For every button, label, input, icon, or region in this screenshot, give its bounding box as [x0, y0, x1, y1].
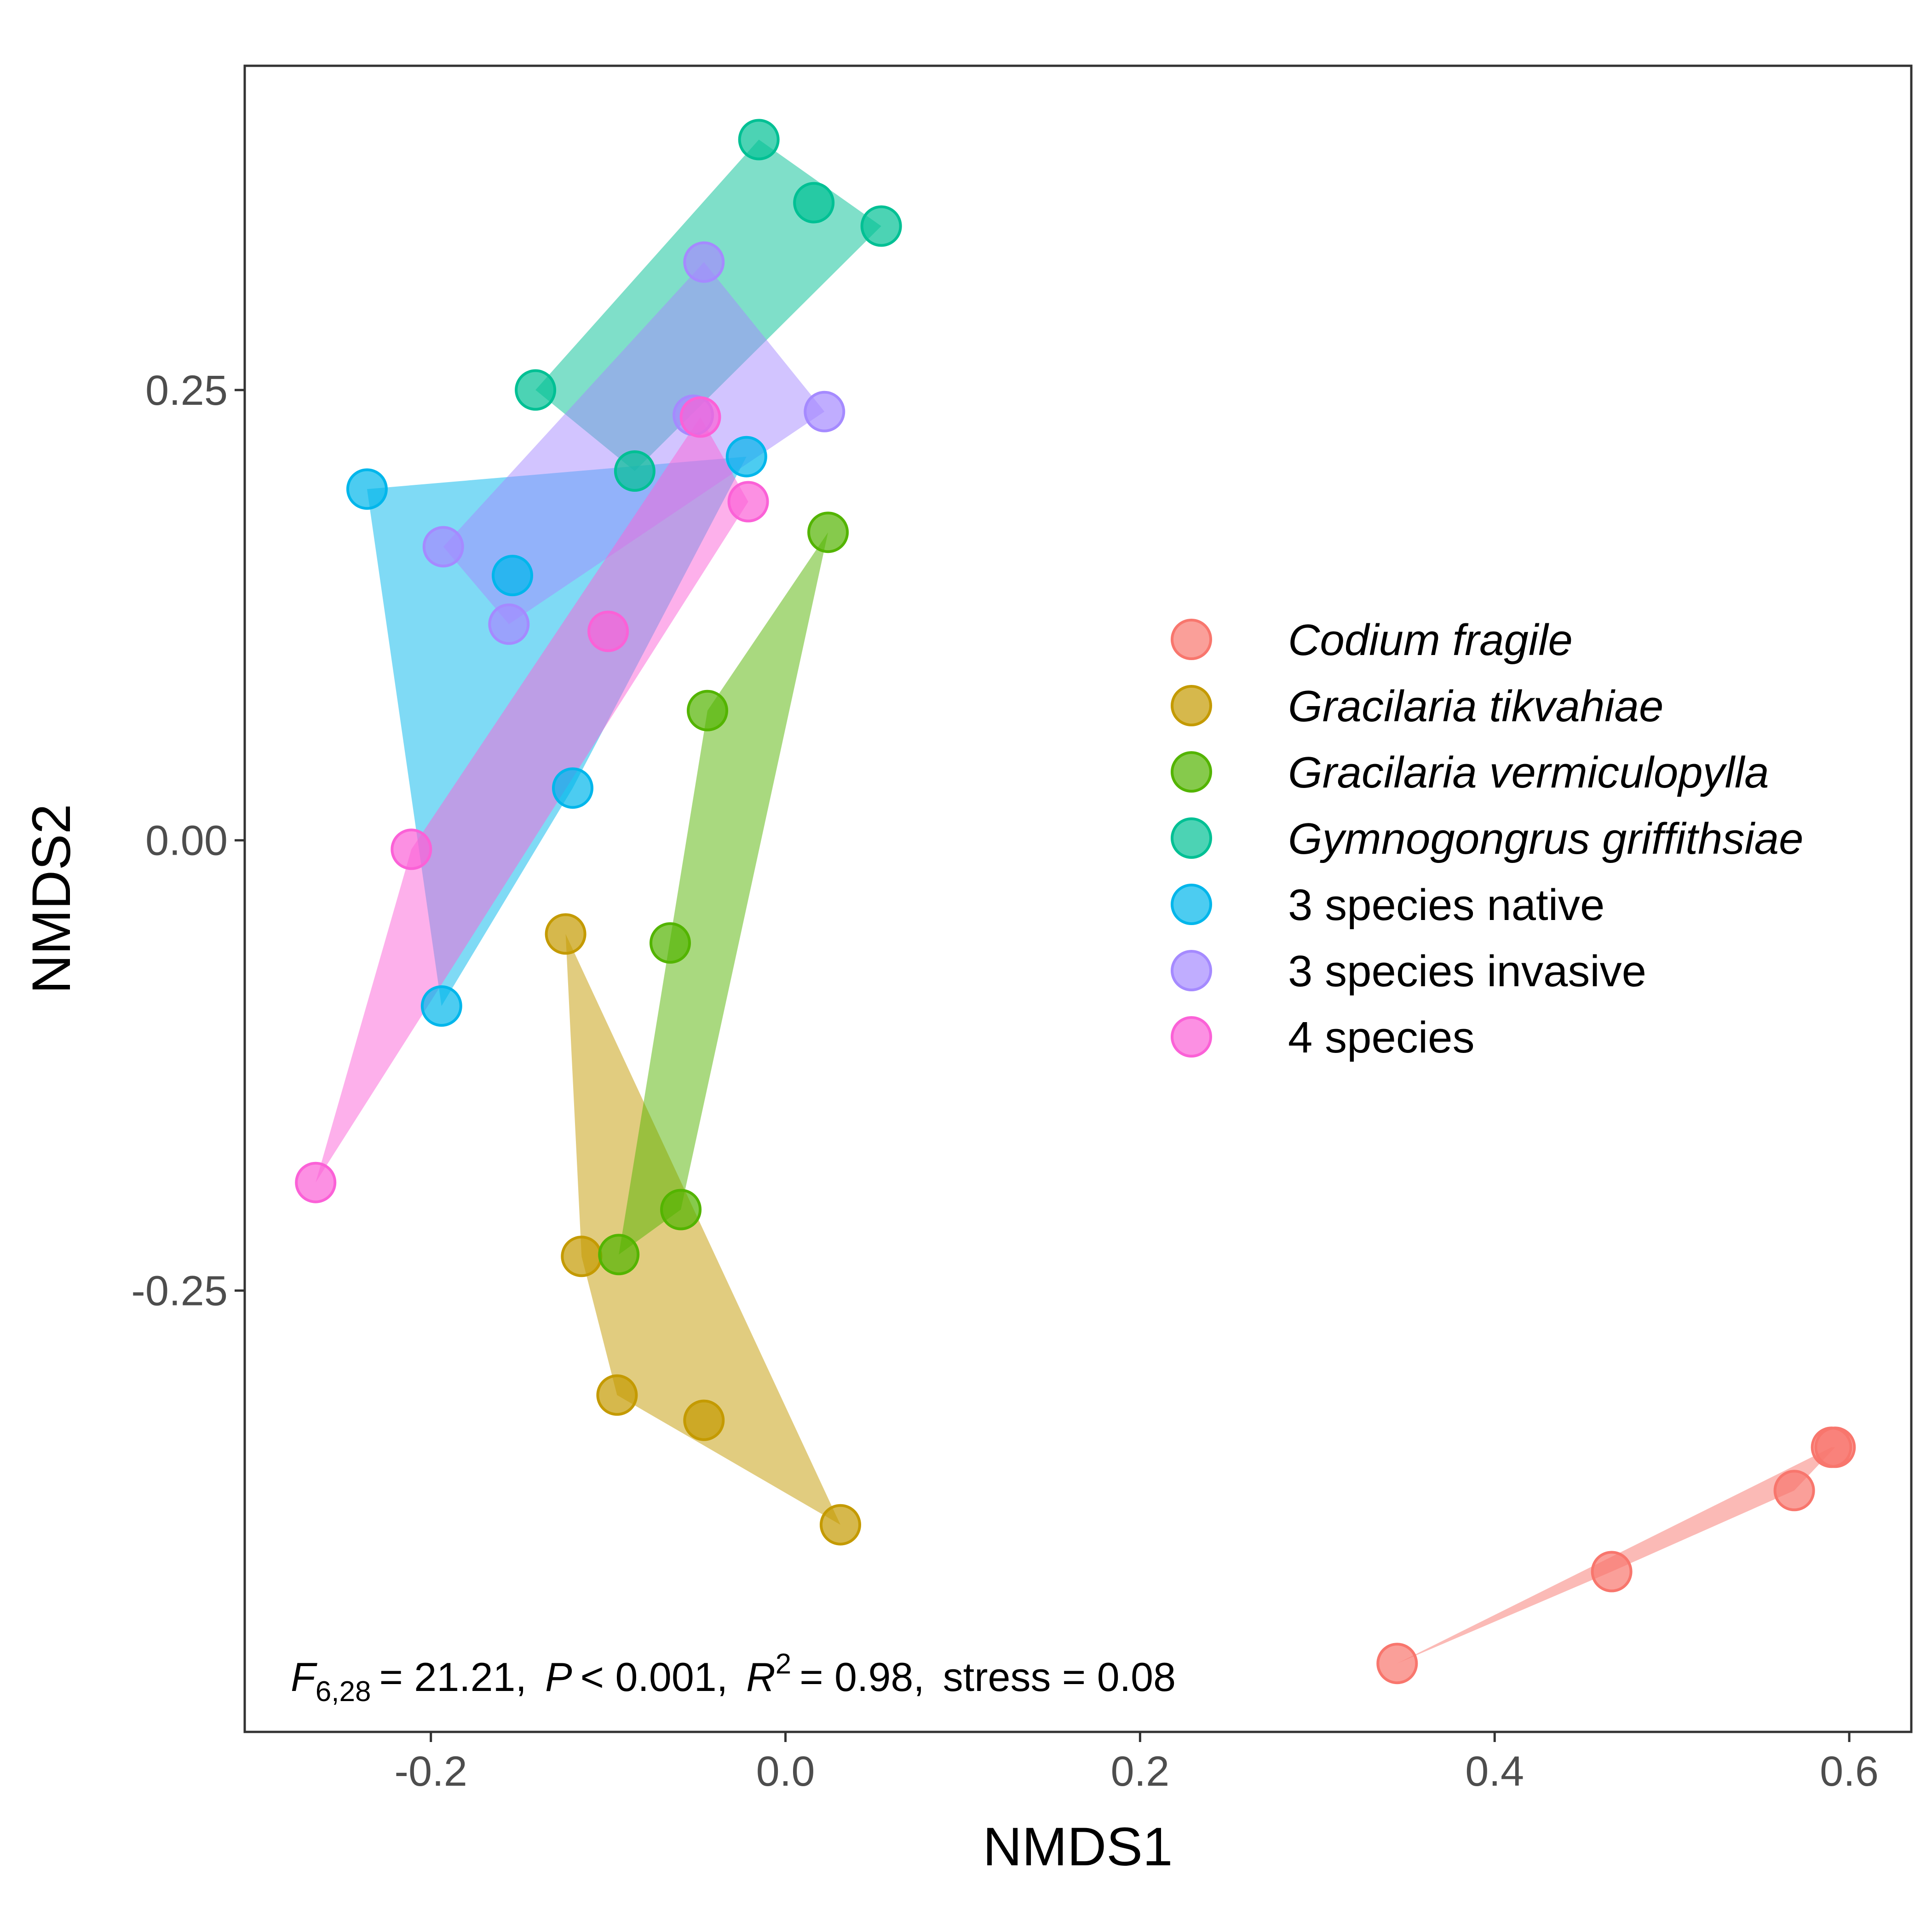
point-gymnogongrus-griffithsiae-3 — [860, 205, 902, 247]
point-gracilaria-vermiculopylla-5 — [598, 1234, 640, 1276]
point-codium-fragile-2 — [1591, 1551, 1633, 1593]
r-symbol: R — [746, 1654, 776, 1700]
legend-label-codium-fragile: Codium fragile — [1288, 615, 1573, 665]
x-tick-label: 0.4 — [1465, 1748, 1524, 1795]
hull-4-species — [316, 417, 748, 1183]
point-gracilaria-vermiculopylla-1 — [807, 512, 849, 553]
legend-label-gracilaria-tikvahiae: Gracilaria tikvahiae — [1288, 682, 1663, 731]
y-axis-title: NMDS2 — [21, 804, 82, 994]
x-tick-label: 0.2 — [1110, 1748, 1169, 1795]
point-gracilaria-vermiculopylla-3 — [650, 922, 691, 964]
legend-label-gracilaria-vermiculopylla: Gracilaria vermiculopylla — [1288, 748, 1769, 797]
point-gracilaria-tikvahiae-3 — [596, 1374, 638, 1416]
x-tick-label: 0.6 — [1820, 1748, 1879, 1795]
legend-label-3-species-invasive: 3 species invasive — [1288, 947, 1646, 996]
x-tick-label: -0.2 — [394, 1748, 467, 1795]
point-4-species-2 — [727, 481, 769, 523]
hull-layer — [316, 139, 1835, 1664]
point-gymnogongrus-griffithsiae-4 — [515, 369, 557, 411]
point-3-species-native-1 — [346, 468, 388, 510]
stress-value: stress = 0.08 — [943, 1654, 1176, 1700]
point-layer — [295, 119, 1856, 1685]
point-3-species-invasive-5 — [488, 603, 530, 645]
point-3-species-native-5 — [725, 436, 767, 477]
legend-key-3-species-native — [1171, 884, 1212, 925]
plot-panel-border — [243, 64, 1913, 1733]
axis-layer: -0.2 0.0 0.2 0.4 0.6 -0.25 0.00 0.25 — [131, 367, 1879, 1795]
y-tick-label: -0.25 — [131, 1268, 228, 1315]
point-codium-fragile-5 — [1814, 1426, 1856, 1468]
legend-label-gymnogongrus-griffithsiae: Gymnogongrus griffithsiae — [1288, 814, 1804, 863]
f-symbol: F — [291, 1654, 317, 1700]
point-3-species-invasive-4 — [422, 526, 464, 568]
legend-key-3-species-invasive — [1171, 950, 1212, 991]
point-3-species-native-4 — [420, 985, 462, 1027]
point-4-species-3 — [587, 610, 629, 652]
r-exponent: 2 — [776, 1648, 791, 1680]
point-gracilaria-tikvahiae-4 — [683, 1399, 725, 1441]
point-4-species-4 — [391, 828, 432, 870]
point-gymnogongrus-griffithsiae-2 — [793, 182, 835, 224]
legend-key-4-species — [1171, 1016, 1212, 1058]
point-codium-fragile-1 — [1376, 1643, 1418, 1685]
p-value: < 0.001, — [581, 1654, 728, 1700]
point-gracilaria-vermiculopylla-4 — [660, 1189, 702, 1230]
legend: Codium fragile Gracilaria tikvahiae Gracil… — [1171, 615, 1804, 1062]
stats-annotation: F6,28 = 21.21, P < 0.001, R2 = 0.98, stress = … — [291, 1648, 1176, 1708]
point-gracilaria-vermiculopylla-2 — [687, 690, 728, 731]
f-df: 6,28 — [316, 1676, 371, 1708]
legend-key-gracilaria-tikvahiae — [1171, 685, 1212, 726]
legend-key-gracilaria-vermiculopylla — [1171, 751, 1212, 793]
r-value: = 0.98, — [799, 1654, 925, 1700]
point-4-species-1 — [679, 396, 721, 438]
point-gracilaria-tikvahiae-1 — [545, 913, 586, 955]
point-codium-fragile-3 — [1773, 1470, 1815, 1512]
f-value: = 21.21, — [379, 1654, 527, 1700]
p-symbol: P — [545, 1654, 572, 1700]
point-gracilaria-tikvahiae-2 — [561, 1236, 603, 1277]
hull-gracilaria-tikvahiae — [565, 934, 840, 1525]
point-3-species-native-2 — [492, 555, 533, 597]
x-tick-label: 0.0 — [756, 1748, 815, 1795]
legend-key-gymnogongrus-griffithsiae — [1171, 817, 1212, 859]
point-4-species-5 — [295, 1162, 337, 1203]
point-gracilaria-tikvahiae-5 — [820, 1504, 861, 1546]
hull-gracilaria-vermiculopylla — [619, 532, 828, 1255]
y-tick-label: 0.25 — [145, 367, 228, 414]
y-tick-label: 0.00 — [145, 817, 228, 864]
point-gymnogongrus-griffithsiae-1 — [738, 119, 780, 161]
hull-3-species-invasive — [443, 262, 825, 624]
legend-label-3-species-native: 3 species native — [1288, 880, 1604, 930]
legend-key-codium-fragile — [1171, 619, 1212, 660]
point-3-species-invasive-1 — [683, 241, 725, 283]
legend-label-4-species: 4 species — [1288, 1013, 1475, 1062]
point-3-species-invasive-2 — [804, 391, 845, 432]
point-gymnogongrus-griffithsiae-5 — [614, 450, 656, 492]
x-axis-title: NMDS1 — [983, 1817, 1173, 1877]
point-3-species-native-3 — [552, 767, 593, 809]
